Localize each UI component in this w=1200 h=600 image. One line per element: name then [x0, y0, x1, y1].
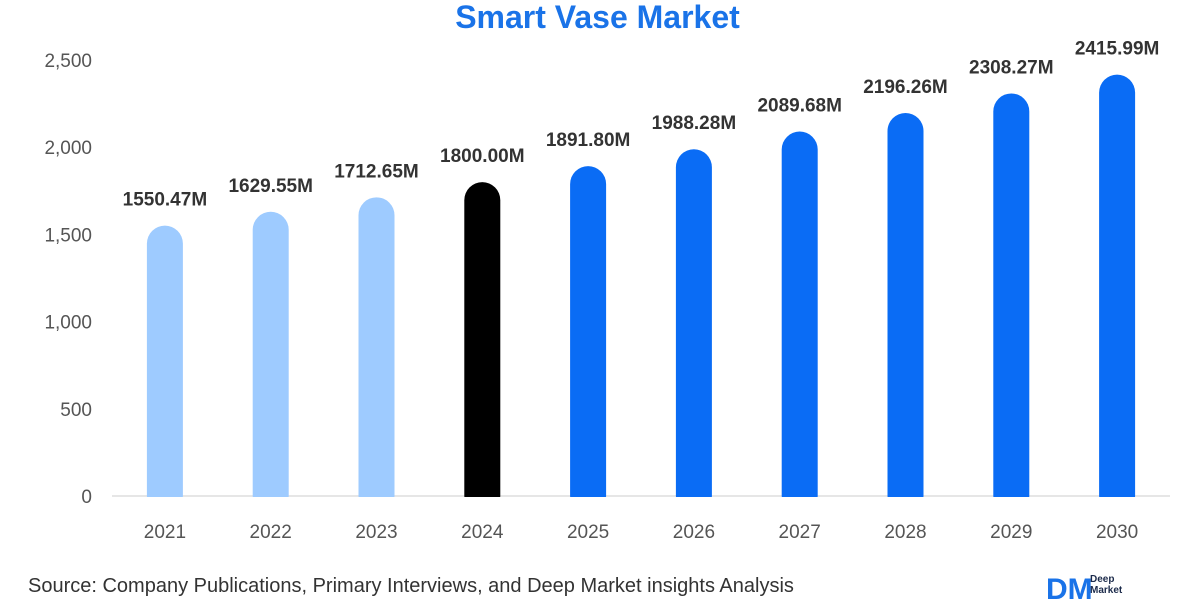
y-tick-label: 2,000	[44, 138, 92, 159]
x-tick-label: 2025	[567, 522, 609, 543]
y-tick-label: 1,500	[44, 225, 92, 246]
x-tick-label: 2030	[1096, 522, 1138, 543]
logo-text: Deep Market	[1090, 574, 1122, 596]
bar-chart: 0 500 1,000 1,500 2,000 2,500 1550.47M 1629.55…	[44, 39, 1170, 543]
baseline-mask	[112, 497, 1170, 517]
y-axis-ticks: 0 500 1,000 1,500 2,000 2,500	[44, 51, 92, 508]
x-axis-ticks: 2021 2022 2023 2024 2025 2026 2027 2028 2029 2030	[144, 522, 1138, 543]
bar-data-labels: 1550.47M 1629.55M 1712.65M 1800.00M 1891.80M…	[123, 39, 1160, 211]
y-tick-label: 2,500	[44, 51, 92, 72]
chart-title: Smart Vase Market	[455, 0, 740, 35]
bar-2030	[1099, 74, 1136, 515]
data-label-2029: 2308.27M	[969, 57, 1054, 78]
y-tick-label: 0	[81, 487, 92, 508]
bar-2023	[358, 197, 395, 514]
logo-line-2: Market	[1090, 585, 1123, 596]
x-tick-label: 2027	[779, 522, 821, 543]
data-label-2027: 2089.68M	[757, 96, 842, 117]
data-label-2021: 1550.47M	[123, 190, 208, 211]
data-label-2022: 1629.55M	[228, 176, 313, 197]
x-tick-label: 2026	[673, 522, 715, 543]
x-tick-label: 2022	[250, 522, 292, 543]
data-label-2030: 2415.99M	[1075, 39, 1160, 60]
logo-line-1: Deep	[1090, 574, 1115, 585]
bar-2021	[146, 225, 183, 515]
bar-2026	[675, 149, 712, 515]
x-tick-label: 2024	[461, 522, 504, 543]
data-label-2023: 1712.65M	[334, 161, 419, 182]
bars	[112, 74, 1170, 517]
data-label-2026: 1988.28M	[652, 113, 737, 134]
deep-market-logo: DM	[1046, 573, 1093, 600]
data-label-2024: 1800.00M	[440, 146, 525, 167]
source-note: Source: Company Publications, Primary In…	[28, 575, 794, 598]
y-tick-label: 1,000	[44, 313, 92, 334]
x-tick-label: 2029	[990, 522, 1032, 543]
data-label-2025: 1891.80M	[546, 130, 631, 151]
source-prefix: Source	[28, 575, 92, 597]
bar-2027	[781, 131, 818, 514]
bar-2029	[993, 93, 1030, 514]
x-tick-label: 2021	[144, 522, 186, 543]
x-tick-label: 2028	[884, 522, 926, 543]
source-text: : Company Publications, Primary Intervie…	[91, 575, 794, 597]
bar-2024	[464, 182, 501, 514]
y-tick-label: 500	[60, 400, 92, 421]
bar-2022	[252, 211, 289, 515]
logo-mark: DM	[1046, 573, 1093, 600]
bar-2025	[570, 166, 607, 515]
data-label-2028: 2196.26M	[863, 77, 948, 98]
bar-2028	[887, 112, 924, 514]
x-tick-label: 2023	[355, 522, 397, 543]
